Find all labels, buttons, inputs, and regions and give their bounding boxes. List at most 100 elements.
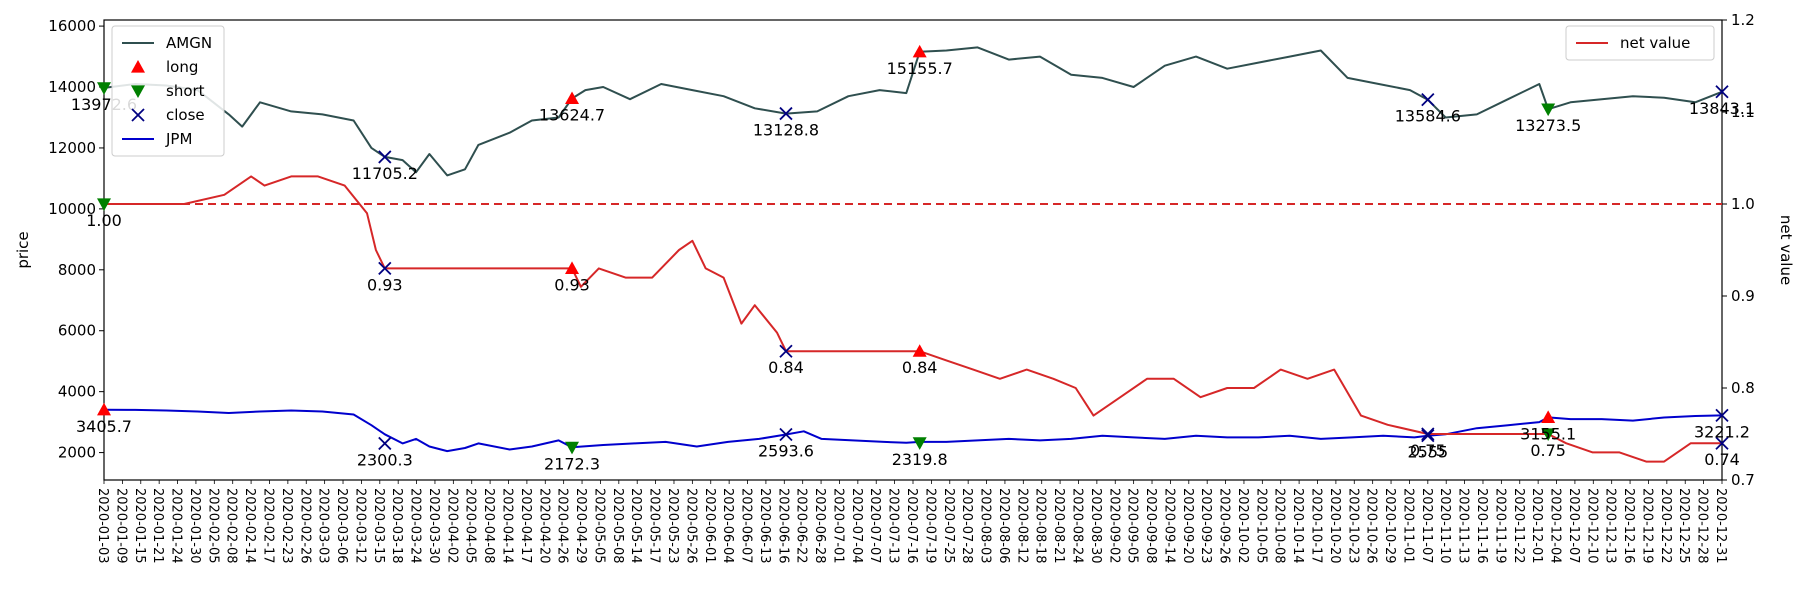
x-tick-label: 2020-04-29 [573, 488, 588, 564]
x-tick-label: 2020-05-14 [628, 488, 643, 564]
marker-close [1421, 429, 1435, 443]
x-tick-label: 2020-12-01 [1529, 488, 1544, 564]
legend-swatch-long [131, 60, 145, 73]
legend-label-close: close [166, 106, 205, 124]
marker-close [779, 344, 793, 358]
x-tick-label: 2020-02-14 [242, 488, 257, 564]
legend-label-jpm: JPM [165, 130, 192, 148]
x-tick-label: 2020-02-17 [260, 488, 275, 564]
x-tick-label: 2020-10-20 [1327, 488, 1342, 564]
x-tick-label: 2020-03-06 [334, 488, 349, 564]
marker-close [378, 150, 392, 164]
x-tick-label: 2020-01-15 [132, 488, 147, 564]
marker-label: 15155.7 [887, 59, 953, 78]
marker-label: 0.84 [768, 358, 804, 377]
x-tick-label: 2020-01-30 [187, 488, 202, 564]
marker-close [1715, 436, 1729, 450]
x-tick-label: 2020-05-23 [665, 488, 680, 564]
x-tick-label: 2020-02-05 [205, 488, 220, 564]
x-tick-label: 2020-09-20 [1180, 488, 1195, 564]
right-tick-label: 1.0 [1731, 195, 1755, 213]
marker-close [779, 427, 793, 442]
x-tick-label: 2020-03-12 [352, 488, 367, 564]
right-tick-label: 1.2 [1731, 11, 1755, 29]
x-tick-label: 2020-07-25 [941, 488, 956, 564]
right-tick-label: 1.1 [1731, 103, 1755, 121]
left-axis-ticks: 2000 4000 6000 8000 10000 12000 14000 16000 [48, 17, 104, 462]
x-tick-label: 2020-09-14 [1161, 488, 1176, 564]
right-axis-title: net value [1777, 215, 1795, 285]
x-tick-label: 2020-11-22 [1511, 488, 1526, 564]
marker-close [378, 261, 392, 276]
legend-right-frame [1565, 25, 1715, 61]
x-tick-label: 2020-06-22 [794, 488, 809, 564]
marker-label: 2593.6 [758, 441, 814, 460]
x-tick-label: 2020-07-28 [959, 488, 974, 564]
x-tick-label: 2020-03-30 [426, 488, 441, 564]
x-tick-label: 2020-06-01 [702, 488, 717, 564]
marker-short [1541, 428, 1556, 441]
series-lines [103, 46, 1723, 463]
marker-long [912, 44, 927, 58]
x-tick-label: 2020-01-24 [169, 488, 184, 564]
x-tick-label: 2020-06-04 [720, 488, 735, 564]
marker-close [779, 106, 793, 121]
marker-label: 3155.1 [1520, 424, 1576, 443]
marker-label: 13624.7 [539, 105, 605, 124]
x-tick-label: 2020-08-30 [1088, 488, 1103, 564]
x-tick-label: 2020-12-25 [1676, 488, 1691, 564]
marker-label: 0.93 [367, 275, 403, 294]
marker-label: 13128.8 [753, 121, 819, 140]
x-tick-label: 2020-09-05 [1125, 488, 1140, 564]
marker-label: 0.93 [554, 275, 590, 294]
marker-label: 2555 [1407, 443, 1448, 462]
marker-short [97, 82, 111, 95]
x-tick-label: 2020-07-16 [904, 488, 919, 564]
right-axis-ticks: 0.7 0.8 0.9 1.0 1.1 1.2 [1722, 11, 1755, 489]
x-tick-label: 2020-10-02 [1235, 488, 1250, 564]
plot-frame [103, 19, 1723, 481]
x-tick-label: 2020-10-08 [1272, 488, 1287, 564]
x-tick-label: 2020-05-08 [610, 488, 625, 564]
x-tick-label: 2020-04-08 [481, 488, 496, 564]
x-tick-label: 2020-06-07 [739, 488, 754, 564]
x-tick-label: 2020-07-01 [830, 488, 845, 564]
x-tick-label: 2020-03-18 [389, 488, 404, 564]
x-tick-label: 2020-09-26 [1217, 488, 1232, 564]
x-tick-label: 2020-02-23 [279, 488, 294, 564]
left-tick-label: 6000 [58, 322, 96, 340]
x-tick-label: 2020-07-13 [886, 488, 901, 564]
x-tick-label: 2020-10-23 [1345, 488, 1360, 564]
x-tick-label: 2020-08-06 [996, 488, 1011, 564]
x-tick-label: 2020-06-13 [757, 488, 772, 564]
right-tick-label: 0.7 [1731, 471, 1755, 489]
marker-label: 0.74 [1704, 450, 1740, 469]
x-tick-label: 2020-03-24 [408, 488, 423, 564]
x-tick-label: 2020-12-19 [1639, 488, 1654, 564]
marker-long [97, 402, 111, 416]
x-tick-label: 2020-01-21 [150, 488, 165, 564]
x-tick-label: 2020-10-05 [1253, 488, 1268, 564]
x-tick-label: 2020-08-12 [1014, 488, 1029, 564]
x-tick-label: 2020-07-04 [849, 488, 864, 564]
marker-label: 0.84 [902, 358, 938, 377]
legend-label-net-value: net value [1620, 34, 1690, 52]
x-tick-label: 2020-12-16 [1621, 488, 1636, 564]
legend-left-frame [111, 25, 225, 157]
marker-long [565, 91, 580, 105]
marker-close [378, 436, 392, 451]
x-axis-ticks: 2020-01-03 2020-01-09 2020-01-15 2020-01-21… [95, 480, 1728, 564]
x-tick-label: 2020-03-15 [371, 488, 386, 564]
x-tick-label: 2020-08-03 [978, 488, 993, 564]
left-tick-label: 14000 [48, 78, 96, 96]
x-tick-label: 2020-09-02 [1106, 488, 1121, 564]
marker-short [1541, 103, 1556, 117]
marker-label: 0.75 [1410, 441, 1446, 460]
marker-label: 11705.2 [352, 164, 418, 183]
marker-long [565, 261, 580, 274]
x-tick-label: 2020-12-10 [1584, 488, 1599, 564]
x-tick-label: 2020-12-07 [1566, 488, 1581, 564]
x-tick-label: 2020-08-24 [1069, 488, 1084, 564]
marker-label: 2319.8 [892, 450, 948, 469]
marker-close [1421, 427, 1435, 441]
